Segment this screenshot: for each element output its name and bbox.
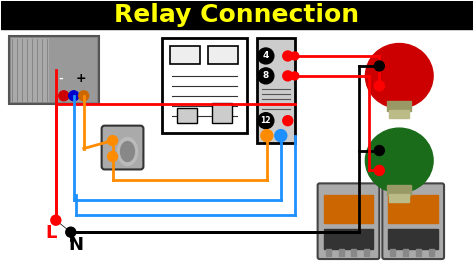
Bar — [11, 38, 51, 102]
Bar — [390, 249, 395, 256]
Bar — [49, 38, 97, 102]
Ellipse shape — [365, 44, 433, 108]
Ellipse shape — [365, 128, 433, 193]
Bar — [389, 110, 409, 118]
Circle shape — [374, 146, 384, 156]
Circle shape — [108, 136, 118, 146]
Bar — [208, 46, 238, 64]
Circle shape — [283, 71, 293, 81]
Ellipse shape — [118, 138, 137, 165]
Circle shape — [66, 227, 76, 237]
Bar — [212, 103, 232, 123]
FancyBboxPatch shape — [318, 183, 379, 259]
Bar — [416, 249, 421, 256]
Circle shape — [79, 91, 89, 101]
Text: 12: 12 — [261, 116, 271, 125]
Bar — [326, 249, 330, 256]
Bar — [324, 229, 374, 249]
Ellipse shape — [120, 142, 135, 161]
Text: 8: 8 — [263, 71, 269, 80]
Bar — [403, 249, 408, 256]
Bar — [388, 229, 438, 249]
Text: L: L — [45, 224, 56, 242]
Bar — [1, 1, 473, 29]
Circle shape — [283, 116, 293, 126]
Bar — [352, 249, 356, 256]
Bar — [162, 38, 247, 133]
Circle shape — [261, 130, 273, 142]
Text: -: - — [58, 74, 63, 84]
FancyBboxPatch shape — [101, 126, 144, 169]
Bar — [177, 108, 197, 123]
Bar — [9, 36, 99, 104]
Text: N: N — [68, 236, 83, 254]
Bar — [324, 195, 374, 223]
Bar — [365, 249, 369, 256]
Circle shape — [374, 165, 384, 175]
Circle shape — [291, 72, 299, 80]
Circle shape — [108, 152, 118, 161]
Text: +: + — [75, 72, 86, 85]
Circle shape — [258, 113, 274, 129]
Bar — [387, 185, 411, 195]
Circle shape — [258, 68, 274, 84]
Bar — [389, 194, 409, 202]
Text: Relay Connection: Relay Connection — [114, 3, 360, 27]
Bar — [257, 38, 295, 143]
Bar — [388, 195, 438, 223]
Bar — [338, 249, 344, 256]
Text: 4: 4 — [263, 51, 269, 60]
Bar — [170, 46, 200, 64]
Bar — [429, 249, 434, 256]
Bar — [387, 101, 411, 111]
Circle shape — [69, 91, 79, 101]
Circle shape — [59, 91, 69, 101]
Circle shape — [51, 215, 61, 225]
Circle shape — [258, 48, 274, 64]
Circle shape — [374, 81, 384, 91]
Circle shape — [275, 130, 287, 142]
FancyBboxPatch shape — [383, 183, 444, 259]
Circle shape — [283, 51, 293, 61]
Circle shape — [374, 61, 384, 71]
Circle shape — [291, 52, 299, 60]
